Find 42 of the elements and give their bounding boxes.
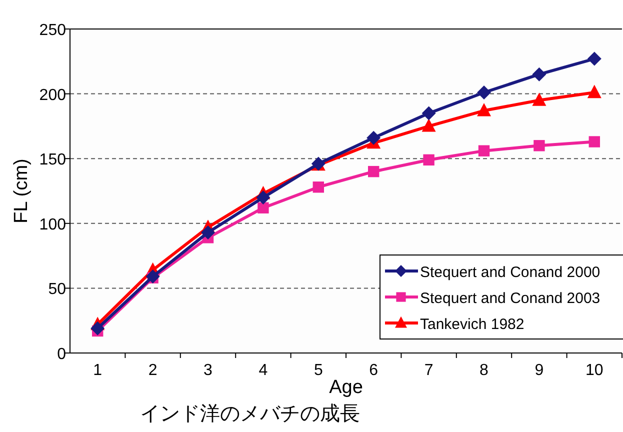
- point: [532, 92, 546, 106]
- point: [588, 136, 600, 148]
- point: [587, 52, 602, 66]
- x-tick-label: 5: [314, 362, 323, 379]
- point: [368, 166, 380, 178]
- x-tick-label: 9: [534, 362, 544, 379]
- y-tick-label: 250: [39, 22, 66, 39]
- point: [258, 202, 269, 214]
- x-tick-label: 8: [480, 362, 489, 379]
- x-tick-label: 10: [586, 362, 604, 379]
- x-tick-label: 7: [424, 362, 434, 379]
- point: [477, 102, 491, 116]
- y-tick-label: 0: [57, 346, 66, 363]
- y-tick-label: 150: [39, 152, 66, 169]
- x-tick-label: 6: [369, 362, 378, 379]
- point: [422, 106, 436, 120]
- point: [256, 190, 270, 204]
- x-tick-label: 2: [148, 362, 158, 379]
- y-tick-label: 50: [48, 281, 66, 298]
- legend-label: Tankevich 1982: [420, 316, 524, 333]
- point: [423, 154, 434, 166]
- point: [366, 130, 381, 145]
- x-tick-label: 1: [93, 362, 102, 379]
- y-tick-label: 200: [39, 86, 66, 104]
- x-axis-title: Age: [329, 377, 363, 398]
- point: [478, 145, 490, 156]
- x-tick-label: 4: [258, 362, 268, 379]
- legend-label: Stequert and Conand 2003: [420, 290, 600, 307]
- point: [422, 118, 436, 132]
- point: [90, 321, 105, 336]
- point: [201, 225, 215, 240]
- legend-label: Stequert and Conand 2000: [420, 264, 600, 281]
- point: [532, 67, 546, 82]
- point: [312, 182, 324, 193]
- y-axis-title: FL (cm): [11, 158, 32, 224]
- y-tick-label: 100: [39, 216, 66, 234]
- x-tick-label: 3: [204, 362, 213, 379]
- point: [146, 270, 160, 284]
- point: [534, 140, 545, 152]
- point: [587, 84, 602, 98]
- text: インド洋のメバチの成長: [140, 403, 360, 425]
- point: [477, 86, 491, 100]
